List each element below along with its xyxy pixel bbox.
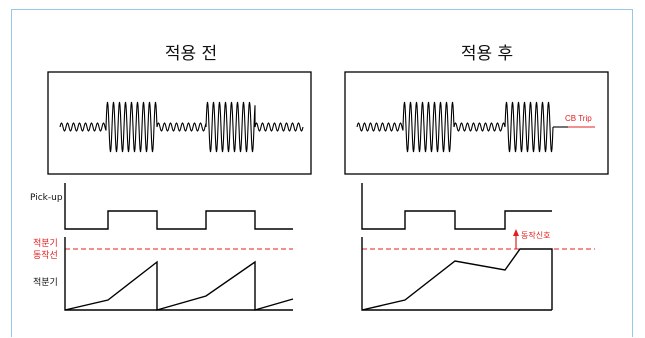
figure-frame — [11, 9, 633, 337]
panel-title-after: 적용 후 — [460, 44, 514, 64]
pickup-trace-after — [361, 183, 552, 230]
integrator-trace-after — [361, 237, 553, 311]
panel-title-before: 적용 전 — [164, 44, 218, 64]
signal-arrow-head — [513, 229, 519, 236]
pickup-label: Pick-up — [30, 193, 63, 203]
waveform-box-after — [344, 71, 609, 175]
waveform-before — [59, 101, 304, 153]
signal-label: 동작신호 — [521, 230, 550, 240]
threshold-label-line1: 적분기 — [33, 239, 58, 249]
waveform-path — [356, 101, 554, 153]
integrator-trace-before — [64, 237, 294, 311]
waveform-path — [59, 101, 304, 153]
threshold-label-line2: 동작선 — [33, 251, 58, 261]
waveform-box-before — [47, 71, 312, 175]
pickup-trace-before — [64, 183, 293, 230]
waveform-after — [356, 101, 568, 153]
integrator-label: 적분기 — [33, 278, 58, 288]
cb-trip-label: CB Trip — [565, 114, 592, 123]
